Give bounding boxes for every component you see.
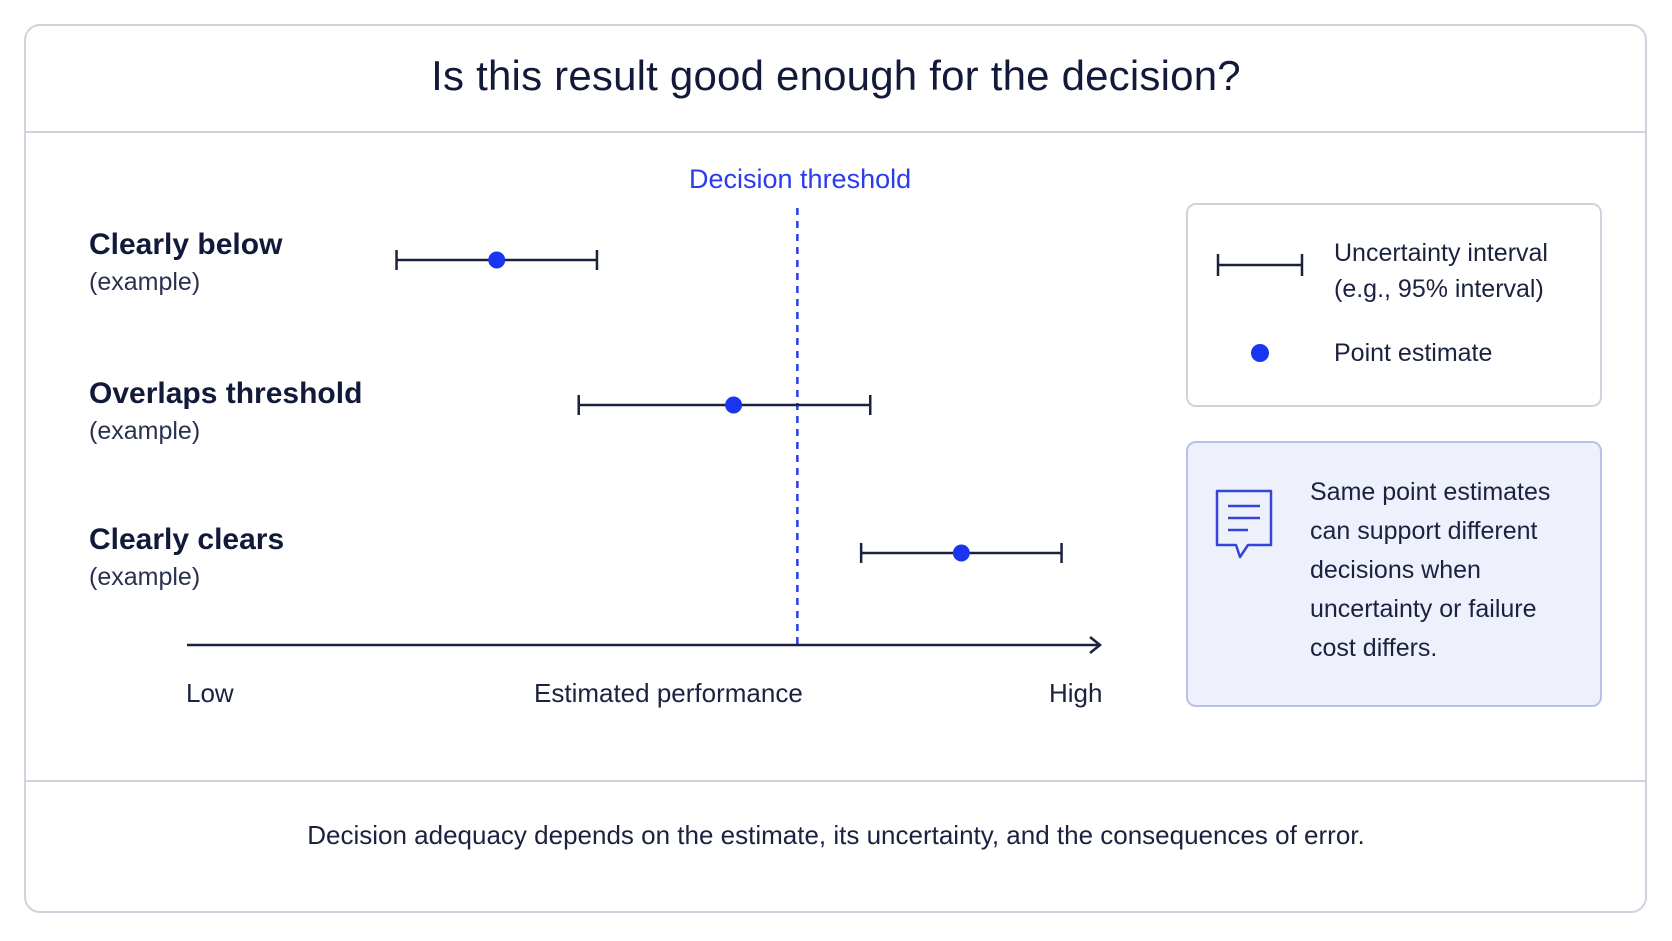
point-estimate-icon [1251, 344, 1269, 362]
legend-markers [1216, 254, 1304, 362]
threshold-label: Decision threshold [689, 164, 912, 194]
row-subtitle: (example) [89, 563, 201, 591]
axis-high-label: High [1049, 678, 1103, 708]
interval-row [577, 395, 872, 415]
row-subtitle: (example) [89, 268, 201, 296]
point-estimate [488, 251, 506, 269]
interval-row [859, 543, 1063, 563]
row-title: Overlaps threshold [89, 377, 363, 410]
row-label-overlaps-threshold: Overlaps threshold (example) [89, 377, 362, 446]
legend-interval-label: Uncertainty interval (e.g., 95% interval… [1334, 235, 1548, 307]
point-estimate [725, 396, 743, 414]
note-box: Same point estimates can support differe… [1186, 441, 1602, 707]
point-estimate [952, 544, 970, 562]
interval-row [395, 250, 599, 270]
legend-interval-line2: (e.g., 95% interval) [1334, 275, 1544, 303]
title-divider [24, 131, 1647, 133]
footer-divider [24, 780, 1647, 782]
axis-low-label: Low [186, 678, 234, 708]
legend-point-label: Point estimate [1334, 339, 1493, 367]
legend: Uncertainty interval (e.g., 95% interval… [1186, 203, 1602, 407]
row-title: Clearly below [89, 228, 283, 261]
note-text: Same point estimates can support differe… [1310, 478, 1551, 662]
page-title: Is this result good enough for the decis… [431, 52, 1241, 99]
row-label-clearly-below: Clearly below (example) [89, 228, 282, 297]
row-subtitle: (example) [89, 417, 201, 445]
row-label-clearly-clears: Clearly clears (example) [89, 523, 284, 592]
axis-arrow-icon [1089, 636, 1103, 654]
footer-caption: Decision adequacy depends on the estimat… [307, 820, 1365, 850]
document-icon [1215, 489, 1273, 559]
interval-icon [1216, 254, 1304, 276]
legend-interval-line1: Uncertainty interval [1334, 239, 1548, 267]
axis-title: Estimated performance [534, 678, 803, 708]
row-title: Clearly clears [89, 523, 285, 556]
